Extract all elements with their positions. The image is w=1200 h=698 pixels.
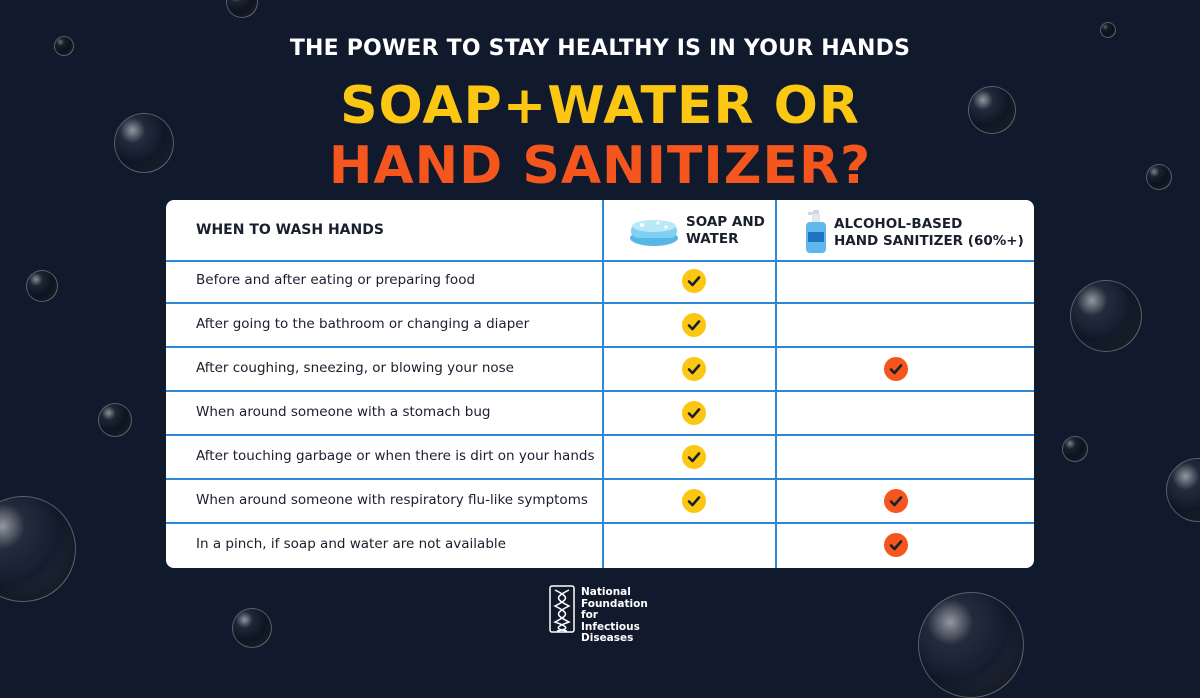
- soap-checkmark-icon: [682, 489, 706, 513]
- page-title-line2: HAND SANITIZER?: [328, 136, 872, 196]
- soap-bar-icon: [628, 216, 680, 252]
- row-label: After going to the bathroom or changing …: [196, 316, 530, 332]
- bubble-decoration: [918, 592, 1024, 698]
- soap-checkmark-icon: [682, 357, 706, 381]
- logo-line: Infectious: [581, 620, 640, 633]
- table-row: In a pinch, if soap and water are not av…: [166, 524, 1034, 566]
- bubble-decoration: [26, 270, 58, 302]
- header-sanitizer-line2: HAND SANITIZER (60%+): [834, 233, 1024, 249]
- nfid-logo: National Foundation for Infectious Disea…: [549, 585, 659, 644]
- bubble-decoration: [1146, 164, 1172, 190]
- header-sanitizer-line1: ALCOHOL-BASED: [834, 216, 963, 232]
- bubble-decoration: [54, 36, 74, 56]
- table-row: After coughing, sneezing, or blowing you…: [166, 348, 1034, 392]
- table-header-row: WHEN TO WASH HANDS SOAP AND WATER: [166, 200, 1034, 262]
- page-subtitle: THE POWER TO STAY HEALTHY IS IN YOUR HAN…: [289, 36, 911, 61]
- bubble-decoration: [1166, 458, 1200, 522]
- table-row: After touching garbage or when there is …: [166, 436, 1034, 480]
- row-label: When around someone with a stomach bug: [196, 404, 491, 420]
- logo-line: Foundation for: [581, 597, 648, 621]
- bubble-decoration: [98, 403, 132, 437]
- table-row: When around someone with respiratory flu…: [166, 480, 1034, 524]
- header-soap-line1: SOAP AND: [686, 214, 765, 230]
- table-row: When around someone with a stomach bug: [166, 392, 1034, 436]
- soap-checkmark-icon: [682, 401, 706, 425]
- bubble-decoration: [0, 496, 76, 602]
- bubble-decoration: [114, 113, 174, 173]
- row-label: In a pinch, if soap and water are not av…: [196, 536, 506, 552]
- sanitizer-checkmark-icon: [884, 489, 908, 513]
- table-row: After going to the bathroom or changing …: [166, 304, 1034, 348]
- header-when-to-wash: WHEN TO WASH HANDS: [196, 222, 384, 238]
- soap-checkmark-icon: [682, 269, 706, 293]
- header-hand-sanitizer: ALCOHOL-BASED HAND SANITIZER (60%+): [804, 210, 1032, 254]
- column-divider: [602, 200, 604, 568]
- bubble-decoration: [226, 0, 258, 18]
- soap-checkmark-icon: [682, 313, 706, 337]
- comparison-table: WHEN TO WASH HANDS SOAP AND WATER: [166, 200, 1034, 568]
- row-label: After coughing, sneezing, or blowing you…: [196, 360, 514, 376]
- sanitizer-checkmark-icon: [884, 357, 908, 381]
- sanitizer-bottle-icon: [804, 210, 828, 258]
- page-title-line1: SOAP+WATER OR: [340, 76, 860, 136]
- nfid-logo-text: National Foundation for Infectious Disea…: [581, 586, 659, 645]
- row-label: After touching garbage or when there is …: [196, 448, 595, 464]
- logo-line: Diseases: [581, 632, 634, 644]
- bubble-decoration: [232, 608, 272, 648]
- column-divider: [775, 200, 777, 568]
- row-label: Before and after eating or preparing foo…: [196, 272, 476, 288]
- bubble-decoration: [1070, 280, 1142, 352]
- bubble-decoration: [968, 86, 1016, 134]
- table-row: Before and after eating or preparing foo…: [166, 260, 1034, 304]
- bubble-decoration: [1062, 436, 1088, 462]
- soap-checkmark-icon: [682, 445, 706, 469]
- header-soap-line2: WATER: [686, 231, 739, 247]
- bubble-decoration: [1100, 22, 1116, 38]
- logo-line: National: [581, 586, 631, 598]
- row-label: When around someone with respiratory flu…: [196, 492, 588, 508]
- dna-helix-icon: [549, 585, 575, 633]
- header-soap-and-water: SOAP AND WATER: [628, 214, 796, 254]
- sanitizer-checkmark-icon: [884, 533, 908, 557]
